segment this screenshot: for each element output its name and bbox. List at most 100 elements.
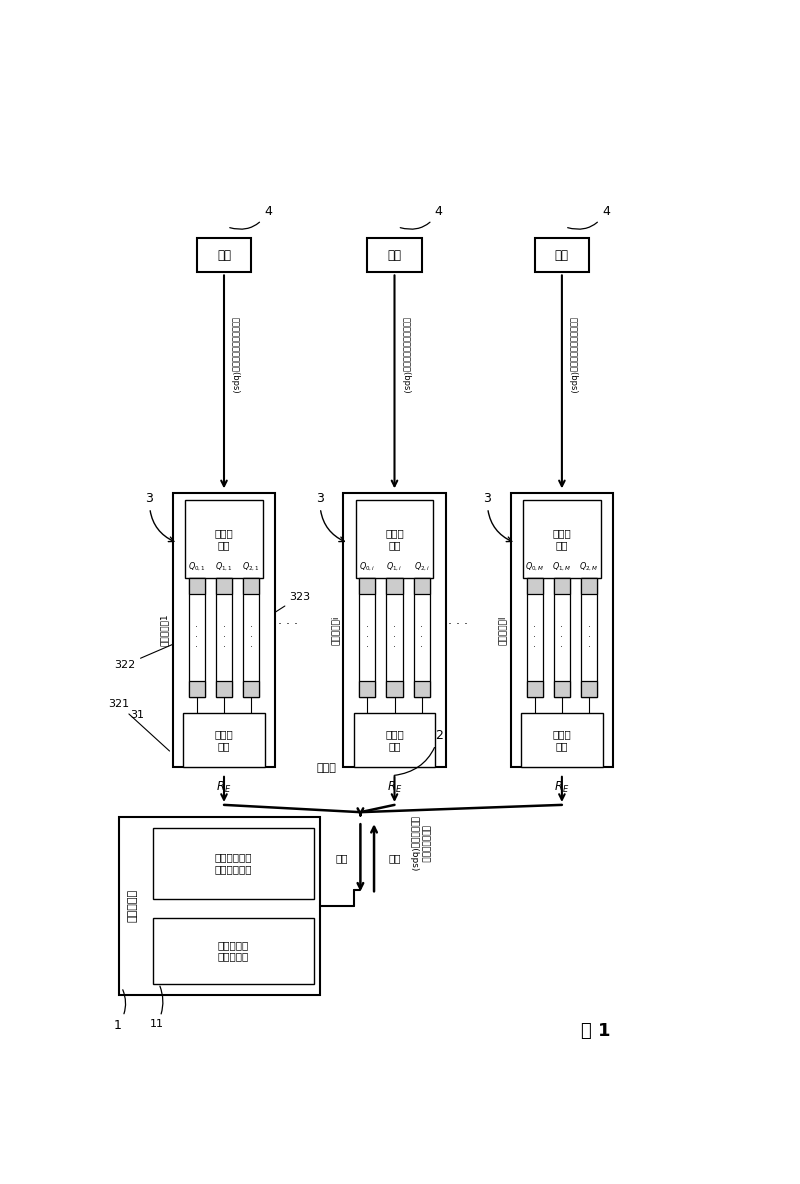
Bar xyxy=(343,493,446,766)
Bar xyxy=(521,713,603,766)
Bar xyxy=(359,578,375,697)
Text: ·
·
·: · · · xyxy=(366,623,369,652)
Text: 管线排程归口
式类神经网络: 管线排程归口 式类神经网络 xyxy=(214,852,252,874)
Bar xyxy=(197,238,251,272)
Text: 4: 4 xyxy=(568,205,610,230)
Bar xyxy=(189,578,205,697)
Bar xyxy=(243,578,259,697)
Bar xyxy=(510,493,613,766)
Text: 队列管
理器: 队列管 理器 xyxy=(553,729,571,751)
Bar xyxy=(534,238,589,272)
Text: 3: 3 xyxy=(483,493,512,541)
Text: ·
·
·: · · · xyxy=(250,623,253,652)
Text: $R_E$: $R_E$ xyxy=(216,780,232,796)
Text: ·
·
·: · · · xyxy=(533,623,536,652)
Bar xyxy=(189,578,205,593)
Text: ·
·
·: · · · xyxy=(222,623,226,652)
Bar xyxy=(216,578,232,593)
Bar xyxy=(526,578,542,593)
Bar xyxy=(356,501,434,578)
Text: 1: 1 xyxy=(114,990,126,1032)
Text: 队列管
理器: 队列管 理器 xyxy=(385,729,404,751)
Bar xyxy=(243,682,259,697)
Text: 光终端单元i: 光终端单元i xyxy=(330,614,340,644)
Text: · · ·: · · · xyxy=(448,618,468,631)
Text: 323: 323 xyxy=(276,592,310,612)
Bar xyxy=(189,682,205,697)
Bar xyxy=(153,828,314,899)
Bar xyxy=(216,578,232,697)
Text: · · ·: · · · xyxy=(278,618,298,631)
Bar xyxy=(359,682,375,697)
Text: 队列管
理器: 队列管 理器 xyxy=(214,729,234,751)
Text: 11: 11 xyxy=(150,986,163,1029)
Text: $Q_{0,M}$: $Q_{0,M}$ xyxy=(525,560,544,573)
Bar xyxy=(243,578,259,593)
Text: $R_E$: $R_E$ xyxy=(554,780,570,796)
Text: 3: 3 xyxy=(316,493,344,541)
Text: $Q_{2,M}$: $Q_{2,M}$ xyxy=(579,560,599,573)
Bar xyxy=(367,238,422,272)
Text: $Q_{0,1}$: $Q_{0,1}$ xyxy=(188,560,206,573)
Text: 封包控
制器: 封包控 制器 xyxy=(214,528,234,551)
Text: 光终端单元l: 光终端单元l xyxy=(498,614,507,644)
Text: ·
·
·: · · · xyxy=(195,623,198,652)
Text: 光终端单元1: 光终端单元1 xyxy=(160,613,170,646)
Text: 用户: 用户 xyxy=(387,249,402,262)
Text: 322: 322 xyxy=(114,644,172,670)
Text: 光终端单元用户上行速率(bps): 光终端单元用户上行速率(bps) xyxy=(401,317,410,394)
Bar xyxy=(173,493,275,766)
Text: 以太被动式光纤
网络下行速率(bps): 以太被动式光纤 网络下行速率(bps) xyxy=(410,817,429,871)
Text: ·
·
·: · · · xyxy=(561,623,563,652)
Text: $Q_{1,M}$: $Q_{1,M}$ xyxy=(552,560,572,573)
Bar xyxy=(386,682,402,697)
Bar xyxy=(581,578,598,593)
Bar xyxy=(386,578,402,697)
Bar xyxy=(526,578,542,697)
Text: $R_E$: $R_E$ xyxy=(387,780,402,796)
Text: 光主控终端: 光主控终端 xyxy=(127,889,138,922)
Bar xyxy=(354,713,435,766)
Text: ·
·
·: · · · xyxy=(588,623,590,652)
Bar xyxy=(414,682,430,697)
Bar xyxy=(554,578,570,697)
Bar xyxy=(581,682,598,697)
Text: ·
·
·: · · · xyxy=(393,623,396,652)
Bar xyxy=(581,578,598,697)
Text: 给定频宽分
配许可指令: 给定频宽分 配许可指令 xyxy=(218,940,249,961)
Text: 封包控
制器: 封包控 制器 xyxy=(553,528,571,551)
Text: 用户: 用户 xyxy=(555,249,569,262)
Text: ·
·
·: · · · xyxy=(420,623,423,652)
Bar xyxy=(523,501,601,578)
Bar xyxy=(359,578,375,593)
Text: 321: 321 xyxy=(108,700,170,751)
Bar xyxy=(386,578,402,593)
Text: $Q_{0,i}$: $Q_{0,i}$ xyxy=(359,560,375,573)
Bar xyxy=(414,578,430,593)
Text: 31: 31 xyxy=(130,709,144,720)
Text: 上行: 上行 xyxy=(388,852,401,863)
Text: $Q_{2,i}$: $Q_{2,i}$ xyxy=(414,560,430,573)
Text: $Q_{1,1}$: $Q_{1,1}$ xyxy=(215,560,233,573)
Text: 2: 2 xyxy=(394,729,442,776)
Text: 4: 4 xyxy=(230,205,272,230)
Text: 下行: 下行 xyxy=(335,852,348,863)
Text: 用户: 用户 xyxy=(217,249,231,262)
Bar xyxy=(526,682,542,697)
Bar xyxy=(185,501,263,578)
Bar xyxy=(554,682,570,697)
Bar xyxy=(216,682,232,697)
Bar xyxy=(414,578,430,697)
Text: $Q_{1,i}$: $Q_{1,i}$ xyxy=(386,560,402,573)
Text: 光终端单元用户上行速率(bps): 光终端单元用户上行速率(bps) xyxy=(230,317,240,394)
Text: 光终端单元用户上行速率(bps): 光终端单元用户上行速率(bps) xyxy=(569,317,578,394)
Bar xyxy=(554,578,570,593)
Text: $Q_{2,1}$: $Q_{2,1}$ xyxy=(242,560,260,573)
Text: 4: 4 xyxy=(400,205,442,230)
Text: 图 1: 图 1 xyxy=(582,1022,610,1040)
Text: 封包控
制器: 封包控 制器 xyxy=(385,528,404,551)
Bar xyxy=(118,817,320,995)
Bar xyxy=(183,713,265,766)
Text: 分光器: 分光器 xyxy=(316,764,336,773)
Text: 3: 3 xyxy=(146,493,174,541)
